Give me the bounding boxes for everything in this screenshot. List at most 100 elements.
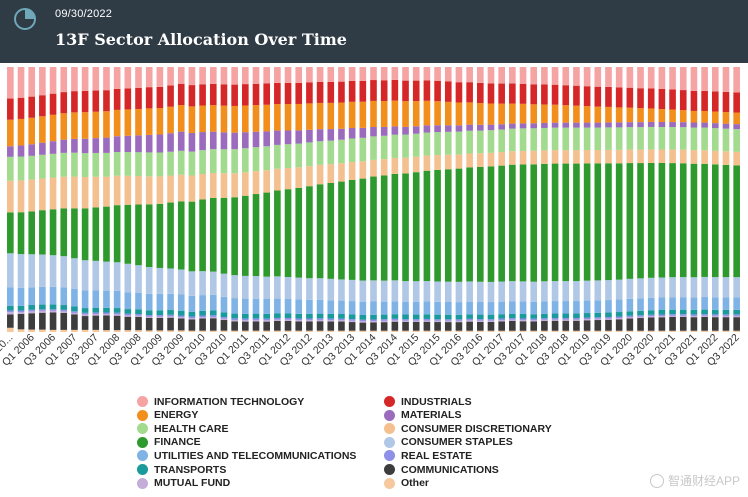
bar-segment [28, 305, 36, 310]
bar-segment [348, 80, 356, 102]
bar-segment [338, 330, 345, 332]
bar-segment [28, 254, 36, 288]
bar-segment [477, 166, 484, 282]
bar-segment [274, 82, 281, 105]
bar-segment [519, 150, 527, 165]
bar-segment [669, 314, 676, 316]
bar-segment [477, 319, 484, 321]
bar-segment [615, 316, 623, 319]
bar-segment [39, 304, 46, 310]
bar-segment [17, 312, 25, 314]
legend-item[interactable]: INFORMATION TECHNOLOGY [137, 395, 304, 408]
bar-segment [658, 89, 666, 109]
bar-segment [690, 122, 698, 128]
bar-segment [274, 276, 281, 299]
bar-segment [306, 299, 313, 314]
bar-segment [412, 281, 420, 302]
legend-item[interactable]: Other [384, 477, 429, 490]
legend-item[interactable]: MATERIALS [384, 409, 461, 422]
bar-segment [103, 90, 110, 112]
bar-segment [306, 142, 313, 167]
bar-segment [733, 92, 740, 113]
bar-segment [284, 330, 292, 332]
bar-segment [711, 150, 719, 165]
bar-segment [177, 174, 185, 202]
bar-segment [380, 301, 388, 315]
bar-segment [167, 314, 174, 317]
bar-segment [103, 206, 110, 262]
bar-segment [92, 138, 100, 153]
bar-segment [647, 330, 655, 332]
bar-segment [605, 312, 612, 318]
bar-segment [113, 290, 121, 309]
bar-segment [594, 106, 602, 123]
bar-segment [263, 170, 270, 193]
legend-item[interactable]: TRANSPORTS [137, 463, 226, 476]
bar-segment [156, 108, 164, 135]
legend-item[interactable]: MUTUAL FUND [137, 477, 230, 490]
bar-segment [49, 153, 57, 178]
bar-segment [434, 132, 441, 156]
bar-segment [658, 316, 666, 318]
bar-segment [711, 67, 719, 92]
bar-segment [541, 301, 548, 314]
bar-segment [231, 275, 238, 299]
bar-segment [423, 321, 431, 331]
bar-segment [690, 90, 698, 111]
legend-item[interactable]: FINANCE [137, 436, 201, 449]
bar-segment [551, 313, 559, 319]
bar-segment [359, 137, 367, 162]
bar-segment [39, 312, 46, 330]
legend-item[interactable]: HEALTH CARE [137, 422, 228, 435]
legend-item[interactable]: ENERGY [137, 409, 198, 422]
legend-item[interactable]: REAL ESTATE [384, 449, 472, 462]
bar-segment [252, 330, 260, 332]
legend-item[interactable]: CONSUMER STAPLES [384, 436, 513, 449]
bar-segment [81, 208, 89, 261]
bar-segment [594, 318, 602, 321]
legend-item[interactable]: CONSUMER DISCRETIONARY [384, 422, 552, 435]
bar-segment [316, 299, 324, 314]
bar-segment [541, 321, 548, 331]
bar-segment [145, 267, 153, 294]
bar-segment [60, 309, 68, 312]
bar-segment [92, 90, 100, 112]
bar-segment [509, 301, 516, 314]
bar-segment [135, 292, 142, 310]
bar-segment [498, 152, 505, 166]
legend-item[interactable]: COMMUNICATIONS [384, 463, 499, 476]
bar-segment [156, 176, 164, 204]
bar-segment [274, 130, 281, 145]
bar-segment [220, 132, 228, 150]
bar-segment [444, 81, 452, 102]
bar-segment [177, 315, 185, 318]
bar-segment [434, 125, 441, 133]
bar-segment [711, 111, 719, 124]
bar-segment [434, 320, 441, 323]
legend-item[interactable]: UTILITIES AND TELECOMMUNICATIONS [137, 449, 356, 462]
bar-segment [487, 302, 495, 315]
bar-segment [455, 125, 463, 132]
bar-segment [658, 310, 666, 315]
bar-segment [348, 301, 356, 315]
bar-segment [637, 330, 644, 332]
legend-swatch [137, 464, 148, 475]
bar-segment [177, 83, 185, 106]
bar-segment [380, 280, 388, 302]
legend-item[interactable]: INDUSTRIALS [384, 395, 472, 408]
bar-segment [573, 85, 580, 106]
bar-segment [722, 314, 730, 316]
bar-segment [605, 67, 612, 87]
bar-segment [701, 67, 708, 91]
header-bar: 09/30/2022 13F Sector Allocation Over Ti… [0, 0, 748, 63]
bar-segment [28, 67, 36, 97]
bar-segment [242, 195, 249, 276]
bar-segment [519, 103, 527, 124]
bar-segment [348, 322, 356, 331]
bar-segment [615, 312, 623, 317]
bar-segment [124, 109, 132, 136]
bar-segment [733, 309, 740, 315]
bar-segment [701, 90, 708, 111]
bar-segment [156, 152, 164, 177]
bar-segment [562, 105, 570, 123]
